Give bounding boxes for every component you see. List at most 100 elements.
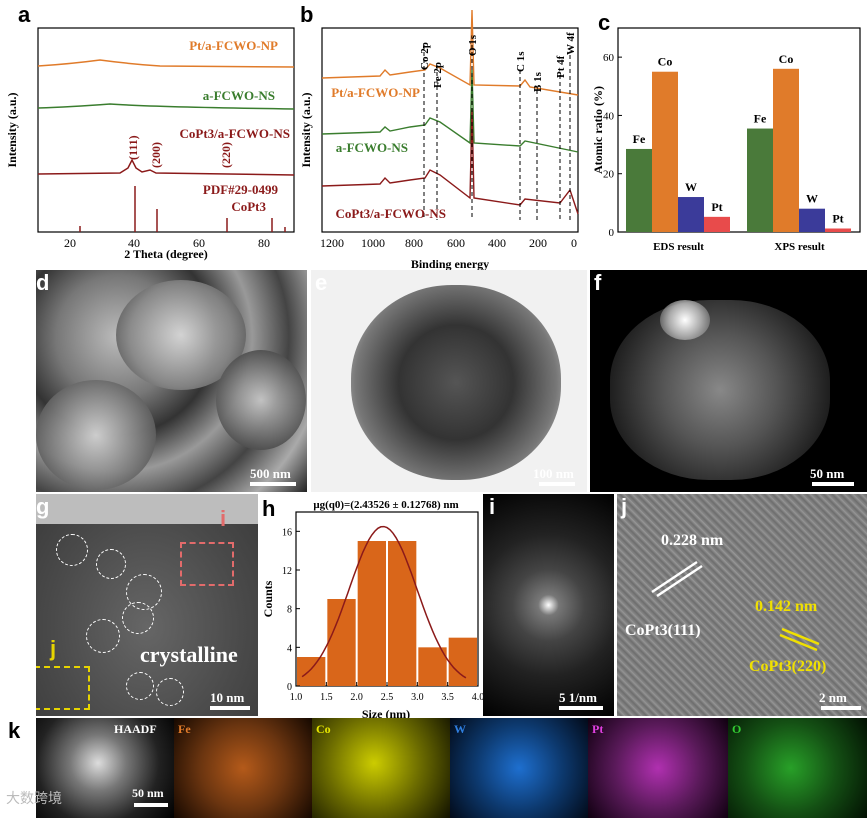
bar-pt-xps [825,228,851,232]
xrd-chart: Intensity (a.u.) 2 Theta (degree) 20 40 … [5,27,295,261]
panel-j-label: j [621,494,628,519]
svg-text:a-FCWO-NS: a-FCWO-NS [336,140,408,155]
svg-text:W 4f: W 4f [565,32,577,55]
gaussian-fit-curve [301,525,467,679]
h-xtick: 3.5 [441,692,454,703]
region-j-tag: j [50,636,57,661]
histogram-bar [297,657,326,686]
xrd-reference-lines [79,186,286,232]
bar-co-eds [652,71,678,232]
svg-text:Binding energy: Binding energy [411,257,489,270]
bar-w-xps [799,208,825,232]
bar-label: Pt [832,212,843,226]
lattice-plane-1: CoPt3(111) [625,622,701,639]
atomic-ratio-chart: Atomic ratio (%) 0 20 40 60 Fe Co W Pt EDS resul… [591,27,861,253]
panel-h-label: h [262,496,276,521]
svg-text:CoPt3/a-FCWO-NS: CoPt3/a-FCWO-NS [336,206,447,221]
histogram-bar [448,637,477,686]
h-xtick: 1.5 [320,692,333,703]
svg-text:80: 80 [258,236,270,250]
panel-g-label: g [36,494,50,519]
category-label: EDS result [653,241,704,253]
map-co: Co [312,718,450,818]
sem-scale-label: 500 nm [250,466,291,481]
svg-text:Co 2p: Co 2p [419,42,431,70]
h-xtick: 2.0 [350,692,363,703]
svg-text:Atomic ratio (%): Atomic ratio (%) [591,86,605,174]
tem-image: e 100 nm [311,270,587,492]
svg-text:O 1s: O 1s [467,34,479,56]
xps-curve-copt [321,109,579,215]
bar-fe-xps [747,128,773,232]
xrd-curve-copt [37,158,295,176]
h-xtick: 1.0 [290,692,303,703]
region-i-box [180,542,234,586]
fft-scale-label: 5 1/nm [559,690,597,705]
hrtem-g-scale-bar [210,706,250,710]
region-i-tag: i [220,506,227,531]
h-xtick: 2.5 [381,692,394,703]
bar-label: W [685,180,697,194]
svg-text:CoPt3: CoPt3 [231,199,266,214]
map-w: W [450,718,588,818]
hrtem-image-g: g i j crystalline 10 nm [36,494,258,716]
tem-scale-bar [539,482,575,486]
svg-text:Pt 4f: Pt 4f [555,55,567,78]
svg-text:Size (nm): Size (nm) [362,707,410,721]
xrd-curve-pt [37,59,295,68]
watermark: 大数跨境 [6,790,62,806]
panel-k-label: k [8,718,21,743]
map-haadf: HAADF 50 nm [36,718,174,818]
hrtem-j-scale-label: 2 nm [819,690,847,705]
xrd-curve-fcwo [37,103,295,110]
xps-curve-fcwo [321,69,579,153]
haadf-image: f 50 nm [590,270,867,492]
bar-label: Pt [711,200,722,214]
fft-scale-bar [559,706,603,710]
svg-text:a-FCWO-NS: a-FCWO-NS [203,88,275,103]
haadf-scale-label: 50 nm [810,466,845,481]
bar-co-xps [773,68,799,232]
xrd-ylabel: Intensity (a.u.) [5,92,19,167]
svg-text:800: 800 [405,236,423,250]
histogram-bar [418,647,447,686]
sem-image: d 500 nm [36,270,307,492]
bar-w-eds [678,197,704,232]
panel-e-label: e [315,270,328,295]
xrd-xlabel: 2 Theta (degree) [124,247,208,261]
svg-text:600: 600 [447,236,465,250]
sem-scale-bar [250,482,296,486]
bar-label: Co [658,55,673,69]
bar-label: W [806,192,818,206]
bar-fe-eds [626,148,652,232]
lattice-spacing-1: 0.228 nm [661,532,724,549]
panel-i-label: i [489,494,496,519]
svg-text:(111): (111) [126,135,140,160]
svg-text:Pt/a-FCWO-NP: Pt/a-FCWO-NP [331,85,420,100]
panel-d-label: d [36,270,50,295]
svg-text:B 1s: B 1s [532,71,544,92]
category-label: XPS result [774,241,825,253]
region-j-box [36,666,90,710]
svg-text:400: 400 [488,236,506,250]
svg-text:(220): (220) [219,142,233,168]
svg-text:20: 20 [64,236,76,250]
lattice-plane-2: CoPt3(220) [749,658,827,675]
c-ytick: 40 [603,110,615,122]
xps-curve-pt [321,9,579,96]
c-ytick: 60 [603,52,615,64]
histogram-title: μg(q0)=(2.43526 ± 0.12768) nm [313,499,458,511]
panel-c-label: c [598,10,611,35]
hrtem-image-j: j 0.228 nm CoPt3(111) 0.142 nm CoPt3(220… [617,494,867,716]
svg-text:C 1s: C 1s [515,51,527,72]
bar-pt-eds [704,216,730,232]
map-fe: Fe [174,718,312,818]
panel-a-label: a [18,2,31,27]
size-histogram: μg(q0)=(2.43526 ± 0.12768) nm Counts Siz… [261,499,483,721]
svg-text:200: 200 [529,236,547,250]
svg-text:40: 40 [128,236,140,250]
h-xtick: 4.0 [472,692,483,703]
bar-label: Fe [754,112,767,126]
svg-text:CoPt3/a-FCWO-NS: CoPt3/a-FCWO-NS [180,126,291,141]
xps-marker-lines [423,45,571,220]
